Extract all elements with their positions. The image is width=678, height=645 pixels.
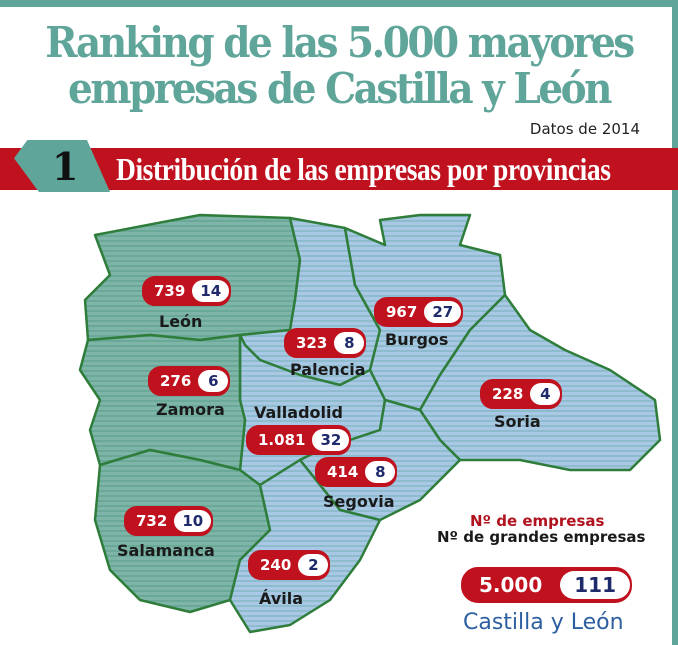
label-valladolid: Valladolid <box>254 403 343 422</box>
label-palencia: Palencia <box>290 360 366 379</box>
grandes-count: 2 <box>298 554 329 576</box>
grandes-count: 27 <box>424 301 462 323</box>
empresas-count: 240 <box>260 556 292 574</box>
badge-leon: 739 14 <box>142 276 232 306</box>
empresas-count: 323 <box>296 334 328 352</box>
frame-right <box>672 0 678 645</box>
data-year: Datos de 2014 <box>529 120 640 138</box>
label-zamora: Zamora <box>156 400 225 419</box>
total-empresas: 5.000 <box>479 573 543 597</box>
section-number: 1 <box>52 144 79 189</box>
grandes-count: 6 <box>198 370 229 392</box>
badge-avila: 240 2 <box>248 550 331 580</box>
badge-burgos: 967 27 <box>374 297 464 327</box>
section-banner <box>0 148 678 190</box>
grandes-count: 8 <box>365 461 396 483</box>
section-title: Distribución de las empresas por provinc… <box>116 151 611 187</box>
province-avila <box>228 458 382 634</box>
empresas-count: 276 <box>160 372 192 390</box>
badge-segovia: 414 8 <box>315 457 398 487</box>
title-line-2: empresas de Castilla y León <box>67 64 613 114</box>
grandes-count: 4 <box>530 383 561 405</box>
empresas-count: 414 <box>327 463 359 481</box>
grandes-count: 8 <box>334 332 365 354</box>
empresas-count: 1.081 <box>258 431 306 449</box>
legend-grandes: Nº de grandes empresas <box>437 528 646 546</box>
label-segovia: Segovia <box>323 492 395 511</box>
label-leon: León <box>159 312 203 331</box>
grandes-count: 32 <box>312 429 350 451</box>
total-grandes: 111 <box>560 571 631 599</box>
badge-soria: 228 4 <box>480 379 563 409</box>
label-burgos: Burgos <box>385 330 449 349</box>
label-salamanca: Salamanca <box>117 541 215 560</box>
badge-palencia: 323 8 <box>284 328 367 358</box>
title-line-1: Ranking de las 5.000 mayores <box>45 18 635 68</box>
frame-top <box>0 0 678 7</box>
badge-zamora: 276 6 <box>148 366 231 396</box>
total-region: Castilla y León <box>463 610 624 635</box>
label-soria: Soria <box>494 412 541 431</box>
empresas-count: 228 <box>492 385 524 403</box>
grandes-count: 10 <box>174 510 212 532</box>
badge-salamanca: 732 10 <box>124 506 214 536</box>
label-avila: Ávila <box>259 589 304 608</box>
empresas-count: 967 <box>386 303 418 321</box>
total-badge: 5.000 111 <box>461 567 633 603</box>
empresas-count: 739 <box>154 282 186 300</box>
legend-empresas: Nº de empresas <box>470 512 605 530</box>
empresas-count: 732 <box>136 512 168 530</box>
badge-valladolid: 1.081 32 <box>246 425 352 455</box>
grandes-count: 14 <box>192 280 230 302</box>
